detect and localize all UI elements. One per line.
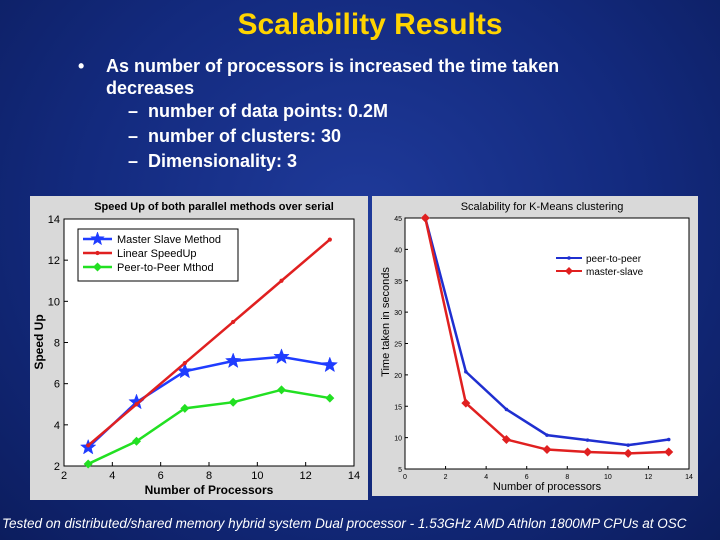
chart2-data-point <box>664 447 674 457</box>
chart2-y-tick-label: 15 <box>394 404 402 411</box>
chart1-x-tick-label: 6 <box>158 470 164 482</box>
chart2-x-tick-label: 10 <box>604 474 612 481</box>
chart2-data-point <box>420 213 430 223</box>
chart1-data-point <box>231 319 236 325</box>
chart1-data-point <box>182 360 187 366</box>
chart1-legend-marker <box>95 250 100 256</box>
chart1-x-tick-label: 12 <box>300 470 312 482</box>
bullet-dot-icon: • <box>78 56 85 76</box>
chart2-ylabel: Time taken in seconds <box>380 267 392 377</box>
chart1-legend: Master Slave Method Linear SpeedUp Peer-to… <box>77 228 239 282</box>
chart1-data-point <box>321 356 339 373</box>
chart1-x-tick-label: 14 <box>348 470 360 482</box>
chart2-legend-marker <box>567 256 571 260</box>
chart1-data-point <box>279 278 284 283</box>
footer-note: Tested on distributed/shared memory hybr… <box>2 516 687 531</box>
chart1-legend-box <box>77 228 239 282</box>
chart1-y-tick-label: 14 <box>48 214 60 226</box>
scalability-chart-panel: Scalability for K-Means clustering 0 2 4 6 8… <box>372 196 698 496</box>
chart1-data-point <box>273 348 290 364</box>
chart2-data-point <box>501 435 511 445</box>
chart1-y-tick-label: 4 <box>54 420 60 432</box>
chart2-y-tick-label: 10 <box>394 436 402 443</box>
chart2-data-point <box>545 433 549 437</box>
chart2-legend-label: peer-to-peer <box>586 254 642 265</box>
chart2-xlabel: Number of processors <box>493 481 602 493</box>
chart2-x-tick-label: 2 <box>444 474 448 481</box>
chart2-data-point <box>585 438 590 442</box>
sub-bullet-item: – number of clusters: 30 <box>128 126 342 146</box>
chart1-y-tick-label: 2 <box>54 461 60 473</box>
chart2-y-tick-label: 35 <box>394 279 402 286</box>
chart2-x-tick-label: 6 <box>525 474 529 481</box>
scalability-chart: Scalability for K-Means clustering 0 2 4 6 8… <box>380 201 693 493</box>
chart1-xlabel: Number of Processors <box>145 483 274 497</box>
chart1-legend-label: Master Slave Method <box>117 234 221 246</box>
chart1-data-point <box>83 459 93 469</box>
chart2-y-tick-label: 25 <box>394 342 402 349</box>
bullet-item: • As number of processors is increased t… <box>78 55 666 99</box>
chart1-data-point <box>134 402 139 407</box>
chart1-data-point <box>224 352 242 369</box>
chart1-legend-label: Peer-to-Peer Mthod <box>117 262 214 274</box>
sub-bullet-item: – Dimensionality: 3 <box>128 151 298 171</box>
chart2-plot-area <box>404 217 690 470</box>
chart2-legend-label: master-slave <box>586 267 644 278</box>
chart1-data-point <box>180 403 190 413</box>
chart2-x-tick-label: 8 <box>565 474 569 481</box>
chart2-x-tick-label: 14 <box>685 474 693 481</box>
chart1-series-line <box>87 388 331 466</box>
chart1-data-point <box>132 436 141 446</box>
bullet-text-line-2: decreases <box>106 78 195 98</box>
chart2-y-tick-label: 45 <box>394 216 402 223</box>
chart2-y-tick-label: 20 <box>394 373 402 380</box>
chart1-x-tick-label: 4 <box>109 470 115 482</box>
chart2-data-point <box>666 437 671 442</box>
chart1-data-point <box>86 443 91 448</box>
chart1-legend-marker <box>90 231 105 246</box>
chart2-x-tick-label: 0 <box>403 474 407 481</box>
chart1-ylabel: Speed Up <box>32 314 46 369</box>
speedup-chart-panel: Speed Up of both parallel methods over s… <box>30 196 368 500</box>
chart2-x-tick-label: 12 <box>645 474 653 481</box>
chart2-data-point <box>623 448 633 458</box>
chart1-y-tick-label: 10 <box>48 296 60 308</box>
bullet-list: • As number of processors is increased t… <box>78 55 666 174</box>
chart1-data-point <box>228 397 238 407</box>
chart2-data-point <box>464 369 468 374</box>
chart2-data-point <box>461 398 471 408</box>
speedup-chart: Speed Up of both parallel methods over s… <box>32 201 360 497</box>
chart1-y-tick-label: 6 <box>54 379 60 391</box>
chart2-data-point <box>504 407 509 412</box>
chart2-y-tick-label: 5 <box>398 467 402 474</box>
chart1-y-tick-label: 12 <box>48 255 60 267</box>
chart2-title: Scalability for K-Means clustering <box>461 201 624 213</box>
bullet-text-line-1: As number of processors is increased the… <box>106 56 560 76</box>
chart1-data-point <box>277 385 286 395</box>
chart2-data-point <box>626 443 630 447</box>
chart2-legend: peer-to-peer master-slave <box>556 254 644 278</box>
chart1-title: Speed Up of both parallel methods over s… <box>94 201 334 213</box>
chart2-data-point <box>542 445 552 455</box>
chart1-data-point <box>325 393 335 403</box>
sub-bullet-text: number of clusters: 30 <box>148 126 342 146</box>
chart2-y-tick-label: 30 <box>394 310 402 317</box>
chart2-y-tick-label: 40 <box>394 247 402 254</box>
chart1-x-tick-label: 8 <box>206 470 212 482</box>
chart1-legend-marker <box>93 262 102 272</box>
sub-bullet-list: – number of data points: 0.2M – number of … <box>78 99 666 174</box>
chart1-y-tick-label: 8 <box>54 338 60 350</box>
sub-bullet-text: Dimensionality: 3 <box>148 151 298 171</box>
slide-title: Scalability Results <box>237 8 503 41</box>
chart2-legend-marker <box>565 267 573 275</box>
sub-bullet-text: number of data points: 0.2M <box>148 101 389 121</box>
chart2-data-point <box>583 447 593 457</box>
sub-bullet-item: – number of data points: 0.2M <box>128 101 389 121</box>
chart1-series-line <box>87 238 331 447</box>
chart1-x-tick-label: 10 <box>251 470 263 482</box>
chart1-legend-label: Linear SpeedUp <box>117 248 197 260</box>
chart2-x-tick-label: 4 <box>484 474 488 481</box>
chart1-x-tick-label: 2 <box>61 470 67 482</box>
chart1-data-point <box>327 237 332 242</box>
